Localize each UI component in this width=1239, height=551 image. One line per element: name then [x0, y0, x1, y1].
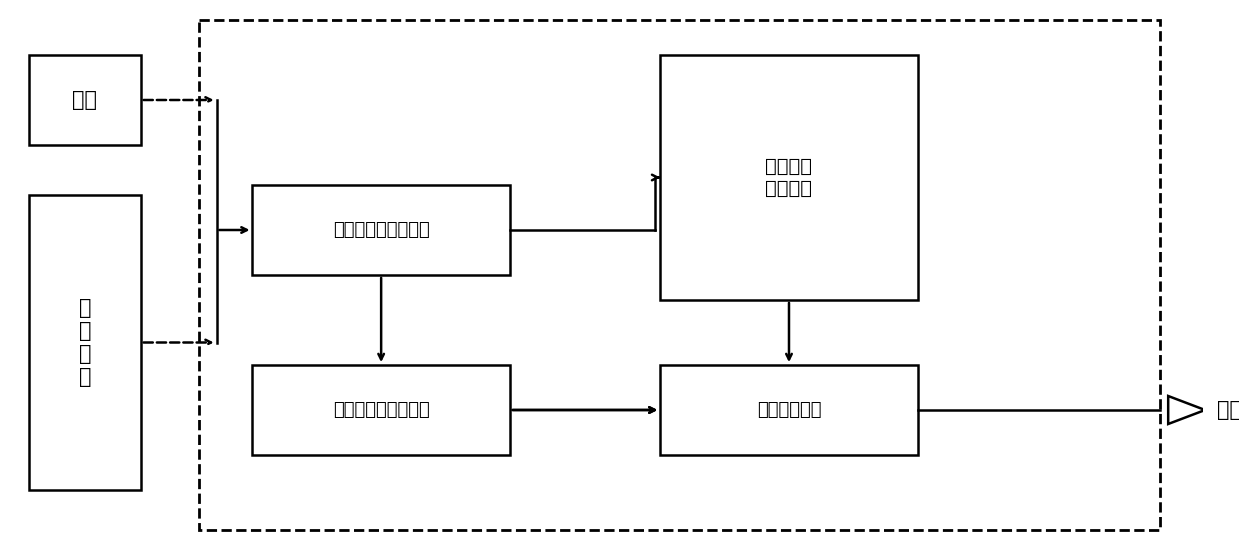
Text: 输出控制单元: 输出控制单元 — [757, 401, 821, 419]
Bar — [30, 55, 141, 145]
Bar — [253, 365, 509, 455]
Text: 电源: 电源 — [72, 90, 98, 110]
Bar — [253, 185, 509, 275]
Bar — [30, 195, 141, 490]
Polygon shape — [1168, 396, 1206, 424]
Bar — [660, 365, 918, 455]
Text: 第一级状态控制支路: 第一级状态控制支路 — [333, 221, 430, 239]
Text: 复用端口
保护单元: 复用端口 保护单元 — [766, 157, 813, 198]
Text: 内
部
电
路: 内 部 电 路 — [79, 298, 92, 387]
Text: 第二级状态控制支路: 第二级状态控制支路 — [333, 401, 430, 419]
Text: 输出: 输出 — [1217, 400, 1239, 420]
Bar — [660, 55, 918, 300]
Bar — [199, 20, 1161, 530]
